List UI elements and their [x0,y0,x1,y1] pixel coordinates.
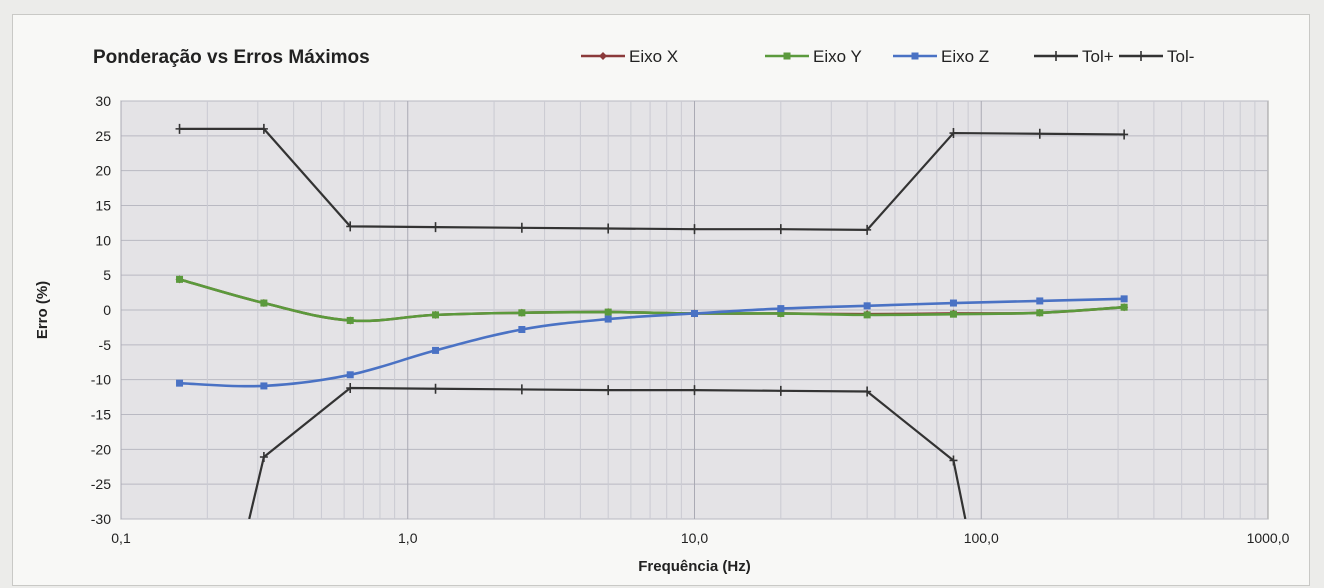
data-point [949,455,958,466]
legend-swatch-marker [1137,51,1145,61]
y-tick-label: 5 [103,267,111,283]
y-tick-label: 10 [95,232,111,248]
legend-label: Tol- [1167,47,1194,66]
legend-label: Tol+ [1082,47,1114,66]
data-point [176,379,184,387]
data-point [949,310,957,318]
chart-legend: Eixo X Eixo Y Eixo Z Tol+ Tol- [581,47,1194,66]
y-tick-label: -10 [91,372,111,388]
legend-item: Eixo Y [765,47,862,66]
legend-swatch-marker [783,52,791,60]
data-point [690,385,699,396]
data-point [777,305,785,313]
data-point [604,315,612,323]
y-tick-label: 0 [103,302,111,318]
data-point [1036,297,1044,305]
data-point [259,451,268,462]
legend-item: Tol- [1119,47,1194,66]
data-point [777,309,785,317]
data-point [1120,295,1128,303]
legend-label: Eixo Z [941,47,989,66]
legend-label: Eixo X [629,47,678,66]
data-point [604,223,613,234]
series-tol- [248,383,967,519]
data-point [346,316,354,324]
data-point [1035,128,1044,139]
data-point [863,224,872,235]
y-tick-label: -5 [99,337,112,353]
series-group [175,123,1129,519]
data-point [863,302,871,310]
x-tick-label: 1000,0 [1247,530,1290,546]
y-axis-title: Erro (%) [34,281,51,339]
data-point [346,371,354,379]
series-line [179,278,1125,323]
legend-swatch-marker [599,52,607,60]
x-axis-title: Frequência (Hz) [638,558,751,575]
y-tick-label: 20 [95,163,111,179]
data-point [1120,303,1128,311]
y-tick-label: 15 [95,198,111,214]
legend-item: Eixo X [581,47,678,66]
legend-item: Eixo Z [893,47,989,66]
x-tick-label: 0,1 [111,530,131,546]
data-point [776,224,785,235]
data-point [260,382,268,390]
data-point [517,384,526,395]
y-tick-label: 30 [95,93,111,109]
x-tick-label: 100,0 [964,530,999,546]
legend-swatch-marker [1052,51,1060,61]
data-point [604,385,613,396]
x-tick-label: 10,0 [681,530,708,546]
y-tick-label: 25 [95,128,111,144]
legend-item: Tol+ [1034,47,1114,66]
data-point [690,224,699,235]
chart-canvas: Ponderação vs Erros Máximos Eixo X Eixo Y… [34,47,1290,575]
data-point [691,309,698,317]
series-eixo-y [176,275,1128,324]
y-tick-label: -25 [91,476,111,492]
y-tick-label: -20 [91,441,111,457]
data-point [432,311,440,319]
x-tick-label: 1,0 [398,530,418,546]
series-line [179,297,1125,388]
data-point [863,311,871,319]
data-point [259,123,268,134]
data-point [346,221,355,232]
data-point [518,309,526,317]
data-point [260,299,268,307]
chart-card: Ponderação vs Erros Máximos Eixo X Eixo Y… [12,14,1310,586]
data-point [175,123,184,134]
data-point [517,222,526,233]
series-tol- [175,123,1129,235]
data-point [1036,309,1044,317]
x-axis-ticks: 0,1 1,0 10,0 100,0 1000,0 [111,530,1289,546]
data-point [949,299,957,307]
data-point [431,222,440,233]
y-tick-label: -30 [91,511,111,527]
data-point [1120,129,1129,140]
data-point [432,346,440,354]
data-point [346,383,355,394]
data-point [776,385,785,396]
series-eixo-z [176,295,1128,390]
data-point [604,308,612,316]
data-point [863,386,872,397]
data-point [518,326,526,334]
data-point [431,383,440,394]
y-axis-ticks: 30 25 20 15 10 5 0 -5 -10 -15 -20 -25 -30 [91,93,111,527]
grid-lines [120,100,1268,520]
y-tick-label: -15 [91,407,111,423]
data-point [176,275,184,283]
data-point [949,128,958,139]
series-line [179,127,1125,231]
legend-label: Eixo Y [813,47,862,66]
chart-title: Ponderação vs Erros Máximos [93,47,370,68]
legend-swatch-marker [911,52,919,60]
